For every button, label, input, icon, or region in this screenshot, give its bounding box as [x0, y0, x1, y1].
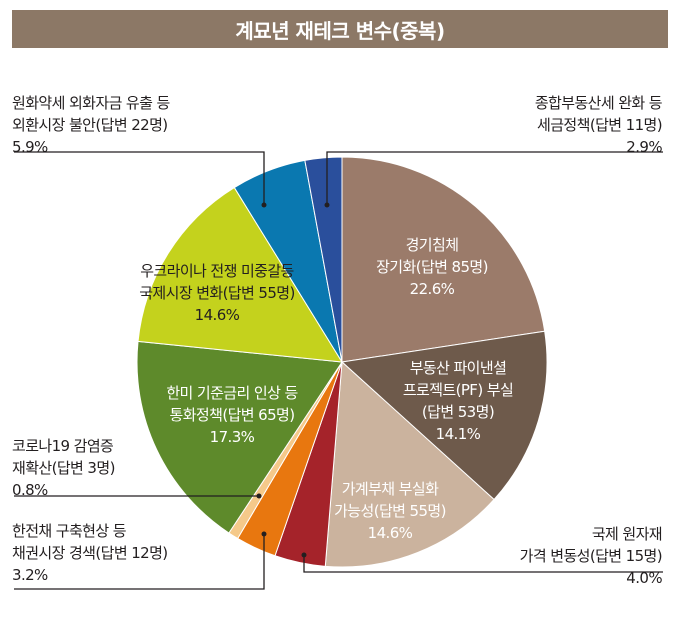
slice-percent-label: 2.9%: [626, 138, 662, 156]
pie-slice-6: [136, 340, 343, 534]
slice-percent-label: 17.3%: [210, 428, 255, 446]
slice-percent-label: 14.1%: [436, 425, 481, 443]
slice-category-label: 가격 변동성(답변 15명): [520, 547, 662, 565]
slice-percent-label: 22.6%: [410, 280, 455, 298]
slice-percent-label: 5.9%: [12, 138, 48, 156]
pie-slice-9: [304, 156, 343, 363]
leader-line-4: [14, 534, 265, 590]
pie-slice-1: [340, 330, 548, 501]
leader-line-3: [303, 555, 663, 573]
slice-category-label: 종합부동산세 완화 등: [535, 94, 663, 112]
slice-category-label: 가계부채 부실화: [342, 480, 439, 498]
slice-category-label: 재확산(답변 3명): [12, 459, 115, 477]
slice-category-label: 통화정책(답변 65명): [170, 406, 295, 424]
slice-category-label: 채권시장 경색(답변 12명): [12, 544, 168, 562]
slice-category-label: 경기침체: [406, 236, 459, 254]
slice-percent-label: 14.6%: [368, 524, 413, 542]
slice-category-label: (답변 53명): [422, 403, 494, 421]
pie-slice-0: [341, 156, 546, 363]
slice-category-label: 프로젝트(PF) 부실: [403, 381, 513, 399]
slice-category-label: 세금정책(답변 11명): [537, 116, 662, 134]
leader-dot-9: [324, 202, 330, 208]
slice-category-label: 가능성(답변 55명): [334, 502, 446, 520]
pie-slice-7: [137, 186, 343, 363]
pie-slice-2: [324, 360, 495, 568]
slice-percent-label: 3.2%: [12, 566, 48, 584]
leader-dot-8: [261, 202, 267, 208]
leader-dot-4: [261, 531, 267, 537]
chart-title: 계묘년 재테크 변수(중복): [235, 18, 445, 43]
leader-line-8: [14, 151, 265, 205]
slice-percent-label: 4.0%: [626, 569, 662, 587]
slice-category-label: 한전채 구축현상 등: [12, 522, 127, 540]
slice-category-label: 외환시장 불안(답변 22명): [12, 116, 168, 134]
slice-category-label: 국제 원자재: [592, 525, 662, 543]
slice-percent-label: 14.6%: [195, 306, 240, 324]
slice-category-label: 원화약세 외화자금 유출 등: [12, 94, 171, 112]
slice-category-label: 코로나19 감염증: [12, 437, 113, 455]
slice-category-label: 우크라이나 전쟁 미중갈등: [140, 262, 294, 280]
slice-category-label: 한미 기준금리 인상 등: [166, 384, 298, 402]
slice-percent-label: 0.8%: [12, 481, 48, 499]
slice-category-label: 국제시장 변화(답변 55명): [139, 284, 295, 302]
slice-category-label: 부동산 파이낸셜: [410, 359, 507, 377]
leader-dot-5: [256, 493, 262, 499]
slice-category-label: 장기화(답변 85명): [376, 258, 488, 276]
leader-dot-3: [301, 552, 307, 558]
title-bar: 계묘년 재테크 변수(중복): [12, 10, 668, 48]
leader-line-9: [326, 151, 663, 205]
